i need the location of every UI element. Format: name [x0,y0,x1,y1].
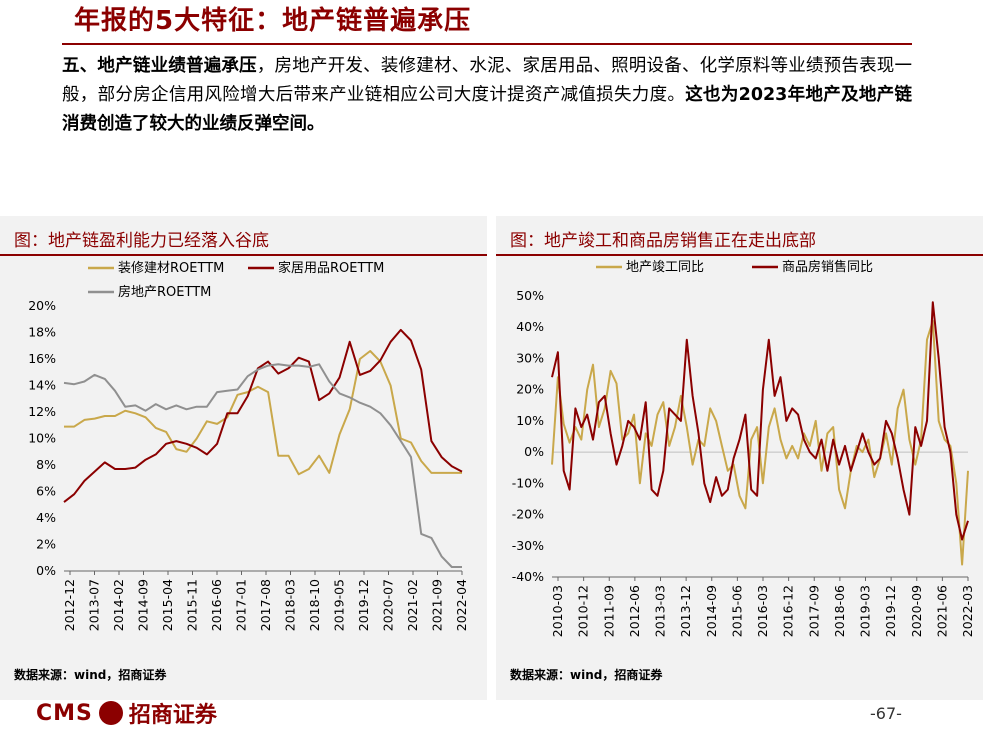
x-tick-label: 2016-12 [781,585,796,637]
y-tick-label: 20% [516,382,544,397]
x-tick-label: 2018-10 [307,579,322,631]
x-tick-label: 2014-09 [704,585,719,637]
y-tick-label: -10% [512,475,544,490]
series-line-decor [64,350,462,476]
x-tick-label: 2019-05 [332,579,347,631]
panel-rule-left [0,254,487,256]
panel-rule-right [496,254,983,256]
page-title: 年报的5大特征：地产链普遍承压 [74,6,472,36]
x-tick-label: 2022-04 [454,579,469,631]
source-left: 数据来源：wind，招商证券 [14,668,167,682]
x-tick-label: 2019-12 [883,585,898,637]
title-rule [62,43,912,45]
x-tick-label: 2016-03 [755,585,770,637]
para-body: ，房地产开发、装修建材、水泥、家居用品、照明设备、化学原料等业绩预告表现一般，部… [62,56,913,105]
x-tick-label: 2011-09 [601,585,616,637]
x-tick-label: 2015-11 [185,579,200,631]
x-tick-label: 2012-06 [627,585,642,637]
y-tick-label: 0% [36,563,56,578]
x-tick-label: 2017-09 [806,585,821,637]
x-tick-label: 2012-12 [62,579,77,631]
legend-label: 地产竣工同比 [626,260,704,275]
x-tick-label: 2013-12 [678,585,693,637]
x-tick-label: 2010-03 [550,585,565,637]
legend-label: 商品房销售同比 [782,259,873,275]
legend-label: 房地产ROETTM [118,284,211,300]
body-paragraph: 五、地产链业绩普遍承压，房地产开发、装修建材、水泥、家居用品、照明设备、化学原料… [62,52,912,139]
x-tick-label: 2014-09 [136,579,151,631]
chart-title-right: 图：地产竣工和商品房销售正在走出底部 [510,231,816,251]
x-tick-label: 2013-07 [87,579,102,631]
x-tick-label: 2021-06 [934,585,949,637]
legend-label: 装修建材ROETTM [118,261,224,276]
chart-right-svg: -40% -30% -20% -10% 0% 10% 20% 30% 40% 50% 2010-03… [512,259,975,637]
x-tick-label: 2022-03 [960,585,975,637]
x-tick-label: 2016-06 [209,579,224,631]
y-tick-label: 16% [28,351,56,366]
x-tick-label: 2013-03 [653,585,668,637]
para-tail: 这也为2023年地产及地产链消费创造了较大的业绩反弹空间。 [62,85,912,134]
legend-label: 家居用品ROETTM [278,260,384,276]
x-tick-label: 2019-12 [356,579,371,631]
brand-badge-icon [98,701,123,725]
x-tick-label: 2020-09 [909,585,924,637]
y-tick-label: 14% [28,378,56,393]
series-line-sales [551,301,969,541]
y-tick-label: 2% [36,537,56,552]
x-tick-label: 2018-03 [283,579,298,631]
x-tick-label: 2015-04 [160,579,175,631]
x-tick-label: 2020-07 [381,579,396,631]
x-tick-label: 2021-02 [405,579,420,631]
x-tick-label: 2021-09 [430,579,445,631]
x-tick-label: 2018-06 [832,585,847,637]
chart-panel-left: 图：地产链盈利能力已经落入谷底 0% 2% 4% 6% 8% 10% 12% 14% 16% 18… [0,216,487,700]
y-tick-label: 18% [28,325,56,340]
x-tick-label: 2019-03 [858,585,873,637]
y-tick-label: -20% [512,507,544,522]
y-tick-label: 6% [36,484,56,499]
x-tick-label: 2017-08 [258,579,273,631]
y-tick-label: 12% [28,404,56,419]
brand-latin: CMS [36,700,93,726]
x-tick-label: 2017-01 [234,579,249,631]
brand-logo: CMS 招商证券 [36,697,217,729]
page-number: -67- [870,704,902,723]
para-lead: 五、地产链业绩普遍承压 [62,56,257,76]
y-tick-label: 20% [28,298,56,313]
x-tick-label: 2014-02 [111,579,126,631]
chart-panel-right: 图：地产竣工和商品房销售正在走出底部 -40% -30% -20% -10% 0% 10%… [496,216,983,700]
y-tick-label: 40% [516,319,544,334]
x-tick-label: 2010-12 [576,585,591,637]
y-tick-label: 30% [516,350,544,365]
chart-left-svg: 0% 2% 4% 6% 8% 10% 12% 14% 16% 18% 20% 2012-12 2013-… [28,260,469,631]
chart-title-left: 图：地产链盈利能力已经落入谷底 [14,231,269,251]
y-tick-label: 50% [516,288,544,303]
series-line-home [63,328,463,503]
y-tick-label: -40% [512,569,544,584]
x-tick-label: 2015-06 [729,585,744,637]
brand-cn: 招商证券 [128,702,217,728]
y-tick-label: 4% [36,510,56,525]
series-line-realestate [63,363,462,568]
y-tick-label: 10% [516,413,544,428]
y-tick-label: 8% [36,457,56,472]
y-tick-label: 0% [524,444,544,459]
source-right: 数据来源：wind，招商证券 [510,668,663,682]
y-tick-label: 10% [28,431,56,446]
y-tick-label: -30% [512,538,544,553]
